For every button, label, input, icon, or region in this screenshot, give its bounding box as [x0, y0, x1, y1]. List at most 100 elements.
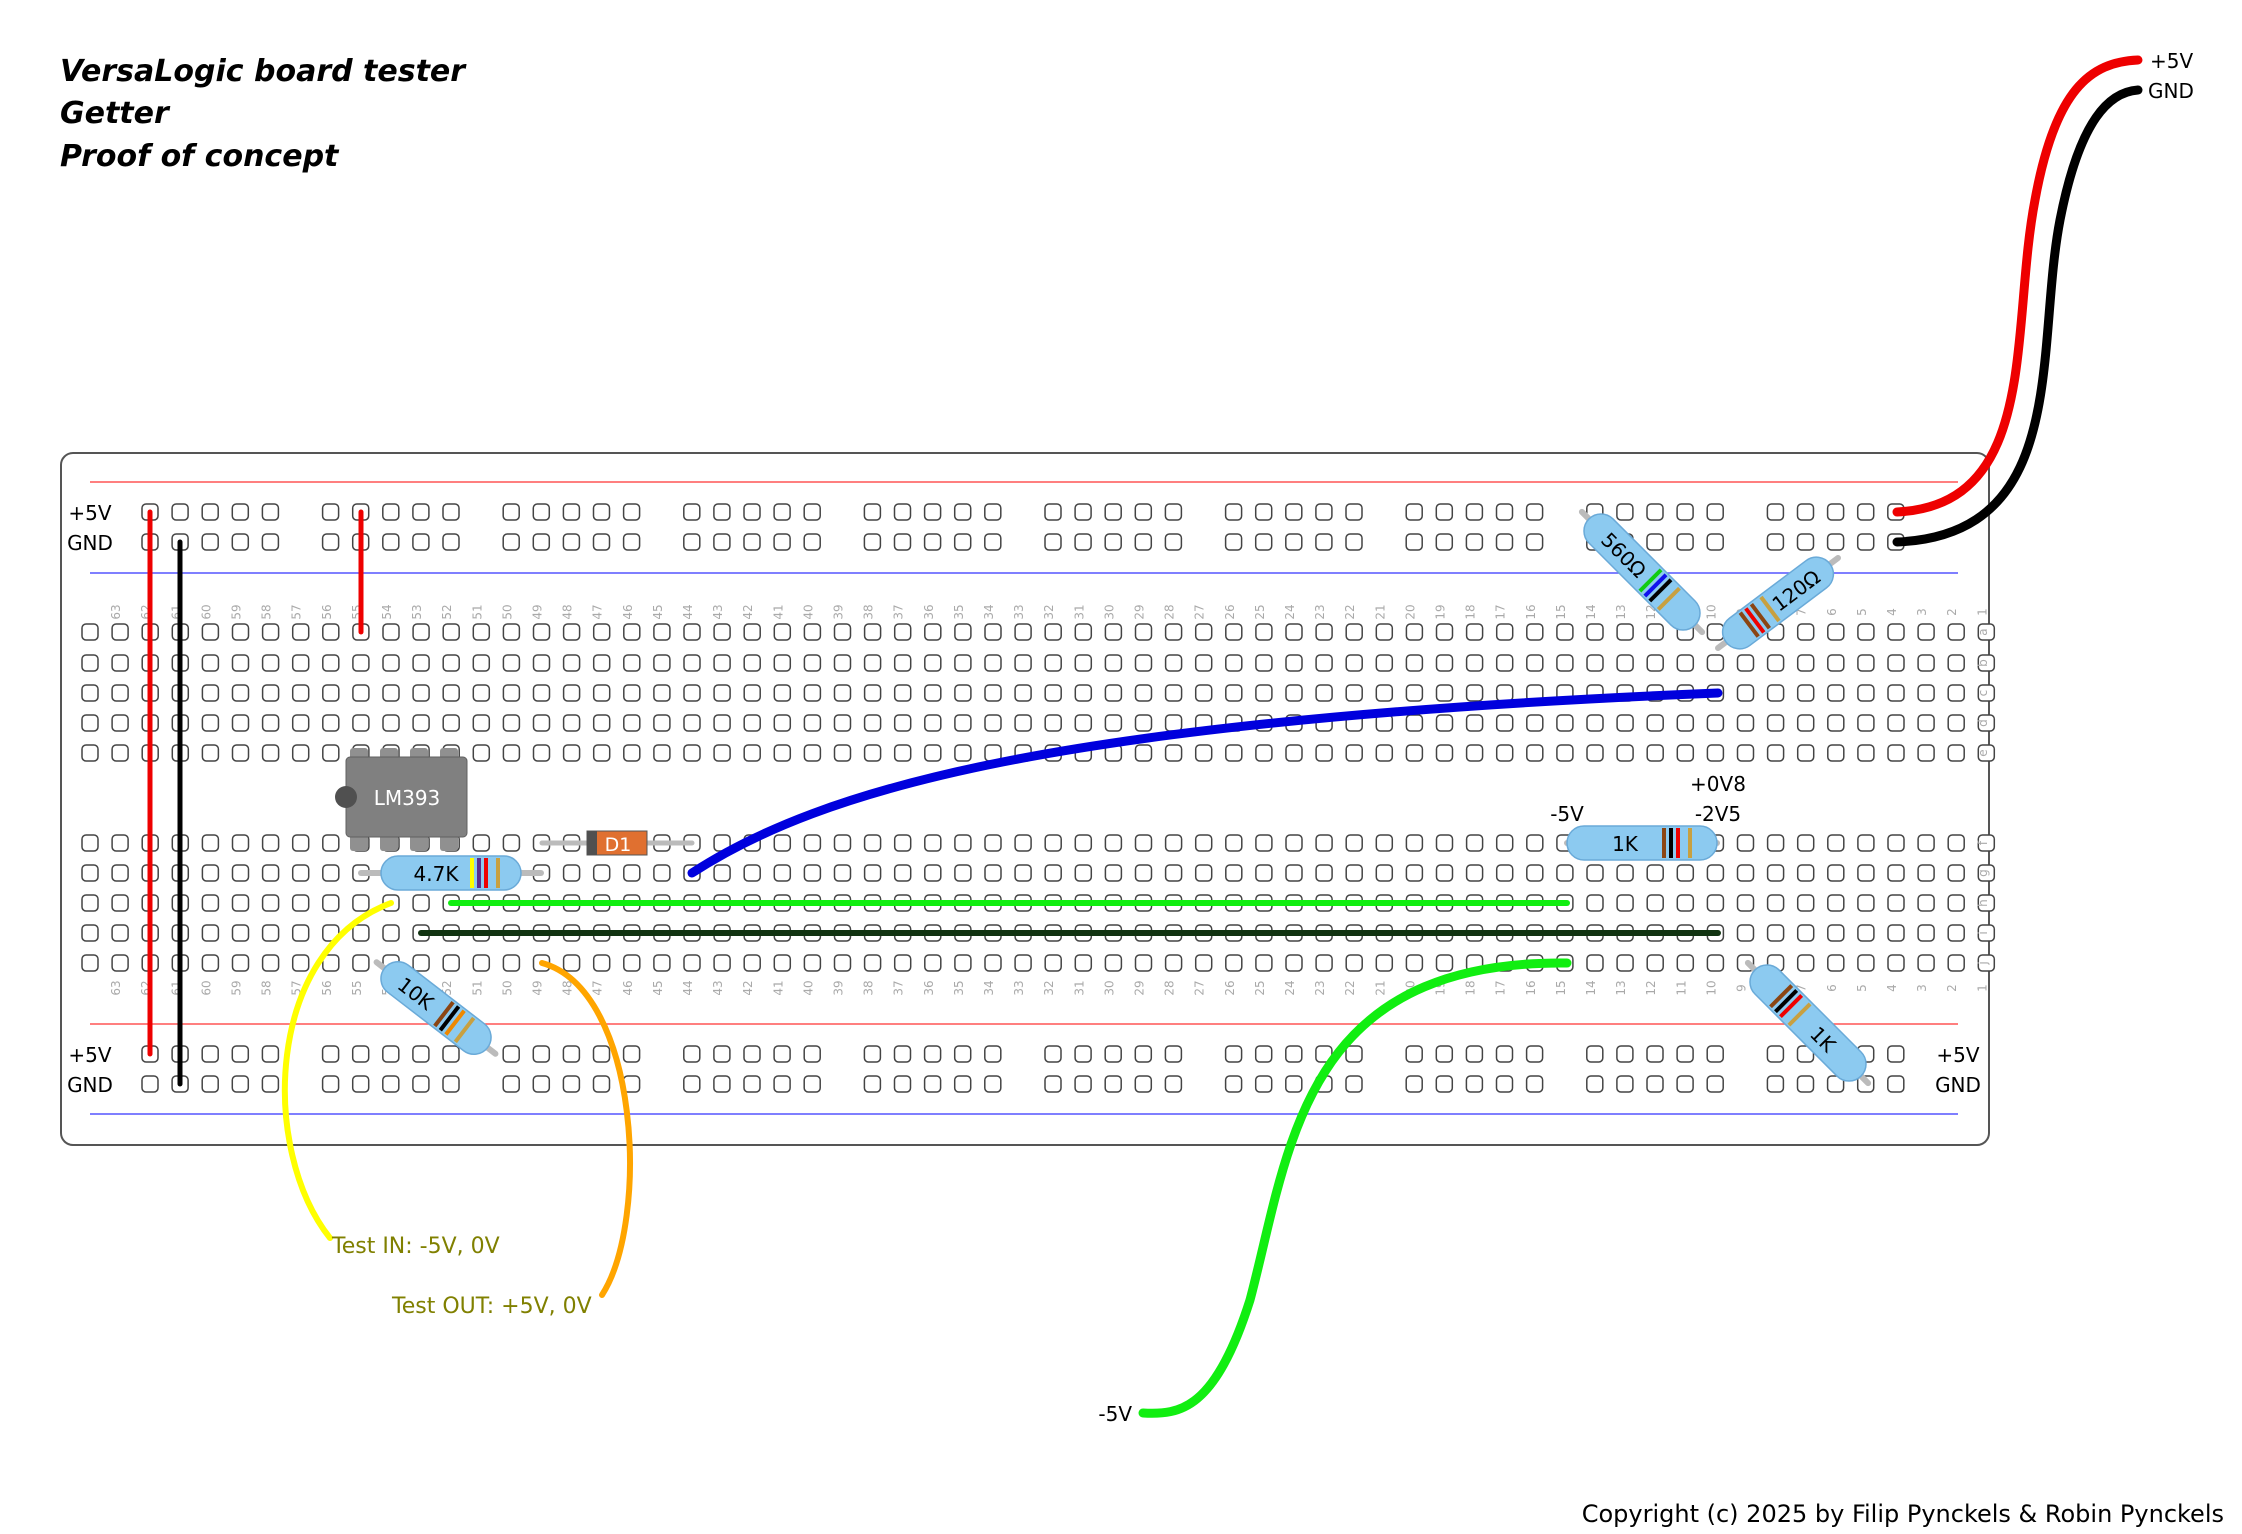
column-number: 3 — [1915, 608, 1929, 616]
title-line-1: VersaLogic board tester — [60, 54, 466, 89]
breadboard-hole — [1887, 623, 1905, 641]
rail-hole — [382, 503, 400, 521]
breadboard-hole — [954, 864, 972, 882]
breadboard-hole — [713, 714, 731, 732]
breadboard-hole — [833, 954, 852, 972]
breadboard-hole — [261, 714, 280, 732]
rail-hole — [1525, 1075, 1544, 1093]
breadboard-hole — [713, 954, 731, 972]
breadboard-hole — [111, 623, 129, 641]
breadboard-hole — [1255, 954, 1273, 972]
breadboard-hole — [893, 714, 912, 732]
rail-hole — [201, 503, 219, 521]
column-number: 43 — [711, 980, 725, 995]
breadboard-hole — [1465, 684, 1484, 702]
column-number: 13 — [1614, 604, 1628, 619]
breadboard-hole — [833, 654, 852, 672]
test-in-label: Test IN: -5V, 0V — [331, 1234, 500, 1259]
column-number: 56 — [320, 604, 334, 619]
breadboard-hole — [773, 684, 792, 702]
rail-hole — [562, 533, 581, 551]
rail-hole — [382, 1075, 400, 1093]
breadboard-hole — [502, 954, 521, 972]
breadboard-hole — [1405, 714, 1424, 732]
rail-hole — [713, 533, 731, 551]
column-number: 6 — [1825, 984, 1839, 992]
rail-hole — [261, 1045, 280, 1063]
column-number: 5 — [1855, 984, 1869, 992]
breadboard-hole — [653, 864, 671, 882]
breadboard-hole — [1044, 654, 1062, 672]
rail-hole — [1646, 533, 1664, 551]
column-number: 63 — [109, 604, 123, 619]
breadboard-hole — [1225, 864, 1243, 882]
breadboard-hole — [1827, 924, 1845, 942]
breadboard-hole — [623, 954, 641, 972]
rail-hole — [743, 1045, 761, 1063]
breadboard-hole — [412, 714, 430, 732]
column-number: 50 — [500, 980, 514, 995]
resistor-10k: 10K — [373, 959, 499, 1057]
rail-hole — [261, 503, 280, 521]
breadboard-hole — [1616, 714, 1634, 732]
breadboard-hole — [653, 954, 671, 972]
rail-hole — [1706, 1045, 1724, 1063]
rail-label-gnd-bottom: GND — [67, 1073, 113, 1097]
breadboard-hole — [1796, 894, 1815, 912]
column-number: 28 — [1163, 604, 1177, 619]
breadboard-hole — [1827, 684, 1845, 702]
diode-d1: D1 — [539, 830, 695, 856]
breadboard-hole — [863, 623, 882, 641]
breadboard-hole — [81, 714, 99, 732]
breadboard-hole — [893, 864, 912, 882]
breadboard-hole — [713, 684, 731, 702]
breadboard-hole — [803, 864, 822, 882]
rail-hole — [321, 1045, 340, 1063]
breadboard-hole — [1646, 954, 1664, 972]
breadboard-hole — [984, 654, 1002, 672]
rail-hole — [592, 533, 611, 551]
breadboard-hole — [1857, 654, 1875, 672]
rail-hole — [1074, 533, 1092, 551]
rail-hole — [1616, 1075, 1634, 1093]
breadboard-hole — [201, 834, 220, 852]
breadboard-hole — [1285, 654, 1303, 672]
breadboard-hole — [893, 834, 912, 852]
wire-orange-test-out — [539, 960, 633, 1298]
breadboard-hole — [1495, 623, 1514, 641]
breadboard-hole — [1887, 894, 1905, 912]
breadboard-hole — [1014, 623, 1032, 641]
breadboard-hole — [1134, 684, 1153, 702]
breadboard-hole — [352, 714, 370, 732]
breadboard-hole — [683, 654, 701, 672]
breadboard-hole — [1947, 834, 1965, 852]
rail-hole — [743, 503, 761, 521]
breadboard-hole — [1857, 834, 1875, 852]
breadboard-hole — [1435, 954, 1454, 972]
rail-hole — [683, 1075, 701, 1093]
rail-label-vcc-bottom: +5V — [68, 1043, 111, 1067]
breadboard-hole — [81, 864, 99, 882]
rail-hole — [1405, 1075, 1423, 1093]
rail-hole — [1495, 1045, 1514, 1063]
rail-hole — [321, 503, 340, 521]
breadboard-hole — [1405, 684, 1424, 702]
column-number: 35 — [952, 980, 966, 995]
breadboard-hole — [1255, 623, 1273, 641]
breadboard-hole — [291, 654, 310, 672]
breadboard-hole — [291, 834, 310, 852]
breadboard-hole — [1827, 834, 1845, 852]
breadboard-hole — [472, 834, 491, 852]
column-number: 15 — [1554, 604, 1568, 619]
breadboard-hole — [442, 714, 460, 732]
breadboard-hole — [1285, 864, 1303, 882]
breadboard-hole — [863, 954, 882, 972]
title-line-2: Getter — [60, 96, 169, 131]
breadboard-hole — [472, 684, 491, 702]
breadboard-hole — [1977, 924, 1996, 942]
breadboard-hole — [773, 654, 792, 672]
breadboard-hole — [1315, 864, 1333, 882]
breadboard-hole — [1857, 744, 1875, 762]
breadboard-hole — [502, 654, 521, 672]
column-number: 25 — [1253, 980, 1267, 995]
